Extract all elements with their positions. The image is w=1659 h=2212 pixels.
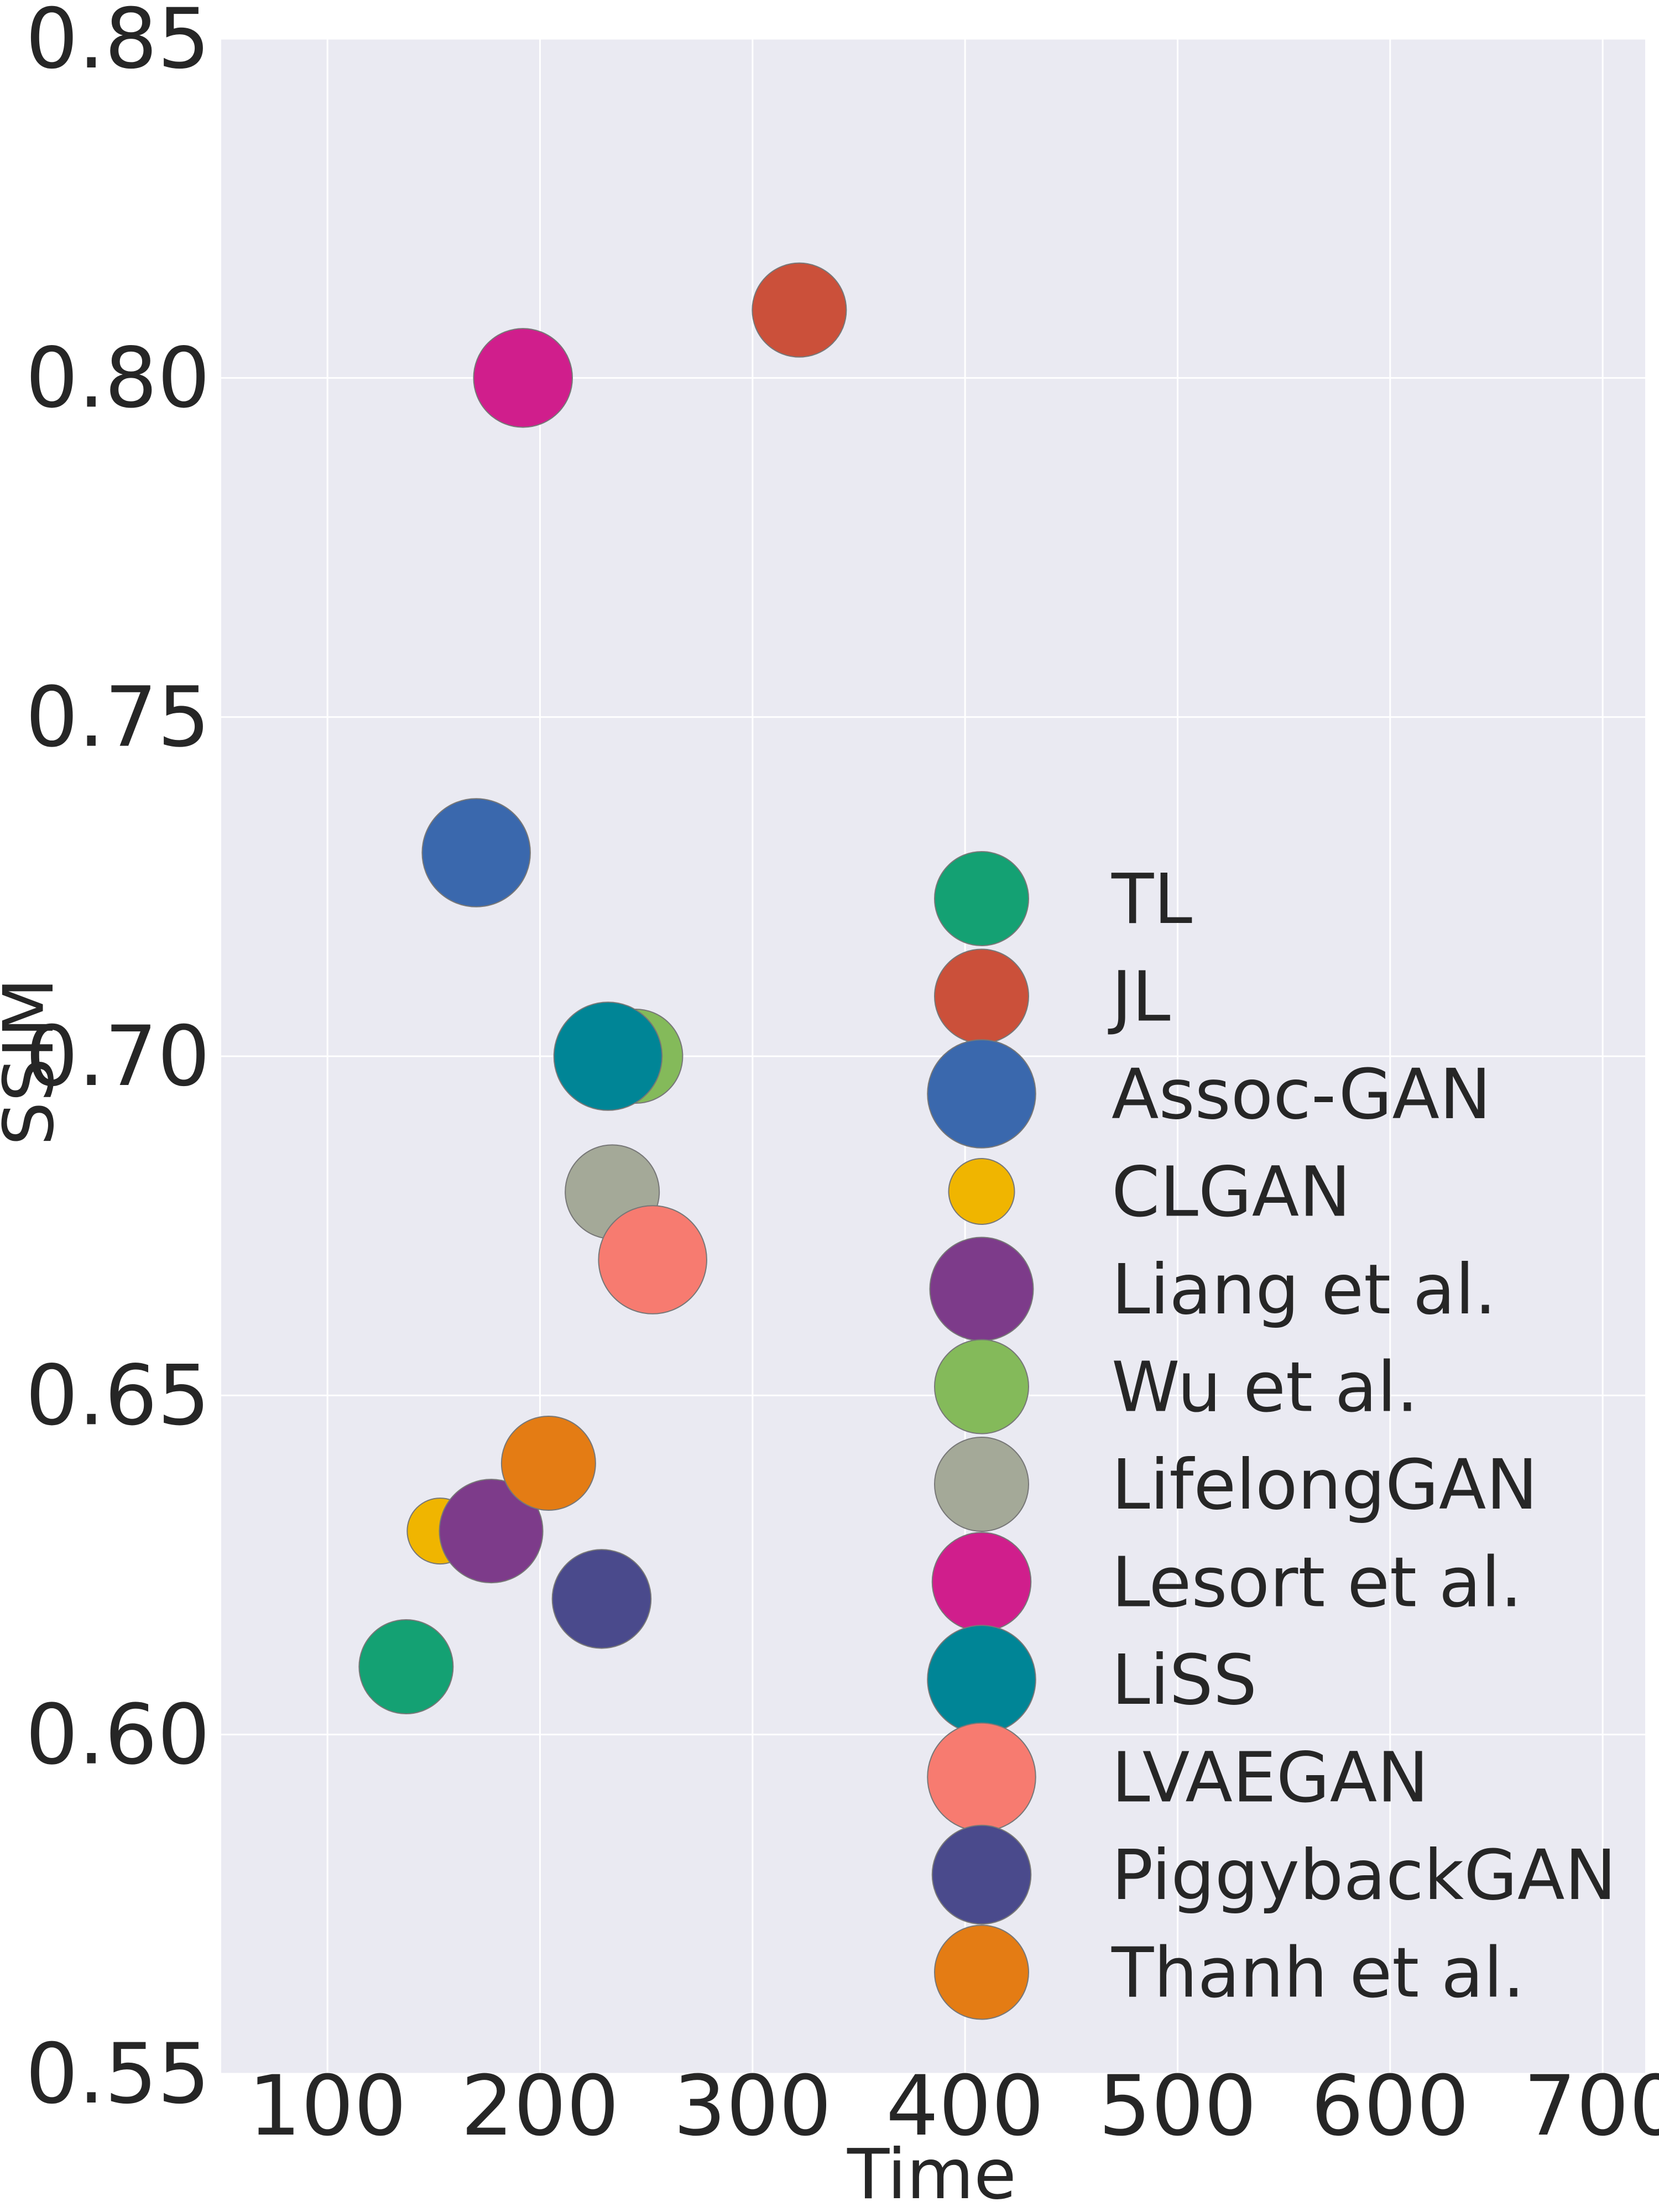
x-tick-label: 100 [248,2058,406,2154]
legend-label: TL [1111,859,1192,940]
x-tick-label: 600 [1311,2058,1469,2154]
y-axis-ticks: 0.55 0.60 0.65 0.70 0.75 0.80 0.85 [25,0,210,2122]
x-axis-ticks: 100 200 300 400 500 600 700 [248,2058,1659,2154]
legend-marker [934,948,1029,1044]
data-point-lvaegan [598,1205,707,1314]
legend-marker [927,1039,1036,1149]
data-points [358,262,847,1714]
y-tick-label: 0.80 [25,330,210,426]
legend-label: LifelongGAN [1112,1445,1538,1525]
data-point-liang-et-al [439,1479,544,1584]
y-tick-label: 0.65 [25,1348,210,1444]
data-point-assoc-gan [421,798,531,907]
legend-label: LVAEGAN [1112,1738,1429,1818]
legend-label: Lesort et al. [1112,1543,1522,1623]
y-axis-title: SSIM [0,978,69,1145]
data-point-tl [358,1619,454,1714]
legend-label: Wu et al. [1112,1348,1418,1428]
legend-marker [931,1824,1032,1925]
x-tick-label: 400 [886,2058,1044,2154]
legend-marker [931,1532,1032,1632]
legend-label: JL [1108,957,1171,1037]
data-point-jl [752,262,847,358]
y-tick-label: 0.75 [25,670,210,766]
data-point-thanh-et-al [500,1416,596,1511]
data-point-liss [553,1001,663,1111]
y-tick-label: 0.85 [25,0,210,87]
x-tick-label: 200 [461,2058,619,2154]
x-tick-label: 700 [1524,2058,1659,2154]
y-tick-label: 0.70 [25,1009,210,1105]
legend-marker [929,1237,1034,1342]
x-tick-label: 500 [1098,2058,1256,2154]
x-tick-label: 300 [674,2058,832,2154]
legend-label: Assoc-GAN [1112,1055,1491,1135]
legend-label: PiggybackGAN [1112,1835,1616,1916]
y-tick-label: 0.55 [25,2026,210,2122]
x-axis-title: Time [847,2135,1016,2212]
legend-marker [934,1339,1029,1434]
legend-marker [934,1924,1029,2020]
data-point-piggybackgan [551,1549,652,1649]
legend-marker [927,1722,1036,1832]
legend-marker [927,1625,1036,1734]
legend-marker [934,1437,1029,1532]
y-tick-label: 0.60 [25,1687,210,1783]
legend-label: LiSS [1112,1640,1257,1720]
legend-label: CLGAN [1112,1152,1351,1233]
legend-label: Thanh et al. [1111,1933,1525,2013]
legend-marker [934,851,1029,946]
legend: TL JL Assoc-GAN CLGAN Liang et al. Wu et al. L… [927,851,1616,2020]
data-point-lesort-et-al [473,328,573,428]
legend-label: Liang et al. [1112,1250,1496,1330]
legend-marker [948,1158,1015,1225]
